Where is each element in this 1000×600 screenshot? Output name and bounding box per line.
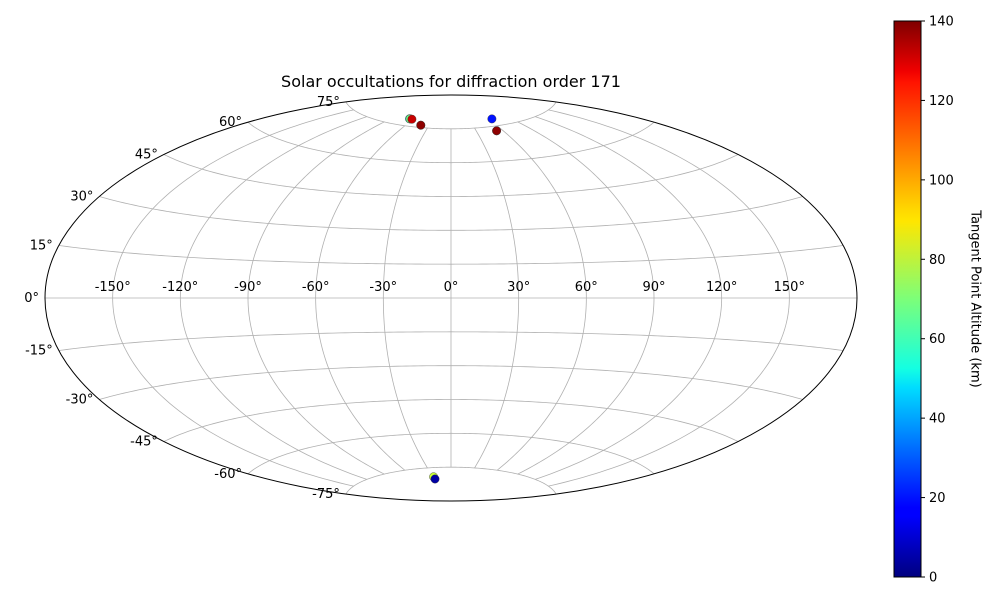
occultation-point — [416, 120, 426, 130]
colorbar-tick-label: 80 — [929, 253, 946, 268]
longitude-tick-label: -120° — [162, 280, 198, 295]
longitude-tick-label: -150° — [95, 280, 131, 295]
parallel-line — [99, 196, 803, 231]
colorbar-gradient — [893, 20, 922, 578]
latitude-tick-label: -75° — [312, 487, 340, 502]
colorbar: 0 20 40 60 80 100 120 140 Tangent Point Altitud… — [893, 15, 983, 586]
longitude-tick-label: -30° — [369, 280, 397, 295]
colorbar-tick-label: 0 — [929, 571, 937, 586]
parallel-line — [58, 331, 844, 351]
latitude-tick-label: 60° — [219, 115, 242, 130]
latitude-tick-label: -45° — [130, 435, 158, 450]
occultation-point — [492, 126, 501, 136]
colorbar-tick-label: 140 — [929, 15, 954, 30]
colorbar-ticks: 0 20 40 60 80 100 120 140 — [921, 15, 954, 586]
parallel-line — [247, 121, 655, 164]
colorbar-tick-label: 40 — [929, 412, 946, 427]
parallel-line — [58, 245, 844, 265]
parallel-line — [345, 466, 557, 495]
colorbar-tick-label: 20 — [929, 491, 946, 506]
colorbar-tick-label: 120 — [929, 94, 954, 109]
latitude-tick-label: 30° — [70, 190, 93, 205]
latitude-tick-labels: 75° 60° 45° 30° 15° 0° -15° -30° -45° -60° -75° — [24, 95, 340, 502]
occultation-point — [407, 114, 417, 124]
occultation-point — [430, 474, 440, 484]
colorbar-label: Tangent Point Altitude (km) — [968, 209, 983, 387]
longitude-tick-label: -60° — [302, 280, 330, 295]
longitude-tick-label: -90° — [234, 280, 262, 295]
latitude-tick-label: 15° — [30, 239, 53, 254]
parallel-line — [247, 432, 655, 475]
latitude-tick-label: -15° — [25, 344, 53, 359]
chart-title: Solar occultations for diffraction order… — [281, 72, 621, 91]
longitude-tick-label: 0° — [444, 280, 459, 295]
latitude-tick-label: -60° — [214, 467, 242, 482]
latitude-tick-label: 45° — [135, 148, 158, 163]
longitude-tick-labels: -150° -120° -90° -60° -30° 0° 30° 60° 90° 120° 150… — [95, 280, 805, 295]
longitude-tick-label: 150° — [774, 280, 805, 295]
graticule-grid — [45, 101, 857, 495]
longitude-tick-label: 60° — [575, 280, 598, 295]
colorbar-tick-label: 60 — [929, 332, 946, 347]
parallel-line — [163, 399, 739, 442]
colorbar-tick-label: 100 — [929, 173, 954, 188]
parallel-line — [345, 101, 557, 130]
longitude-tick-label: 120° — [706, 280, 737, 295]
longitude-tick-label: 90° — [642, 280, 665, 295]
parallel-line — [163, 154, 739, 197]
latitude-tick-label: 75° — [317, 95, 340, 110]
latitude-tick-label: 0° — [24, 291, 39, 306]
parallel-line — [99, 365, 803, 400]
occultation-point — [487, 114, 497, 124]
occultation-points — [405, 114, 501, 484]
map-boundary — [44, 94, 858, 502]
longitude-tick-label: 30° — [507, 280, 530, 295]
latitude-tick-label: -30° — [66, 393, 94, 408]
